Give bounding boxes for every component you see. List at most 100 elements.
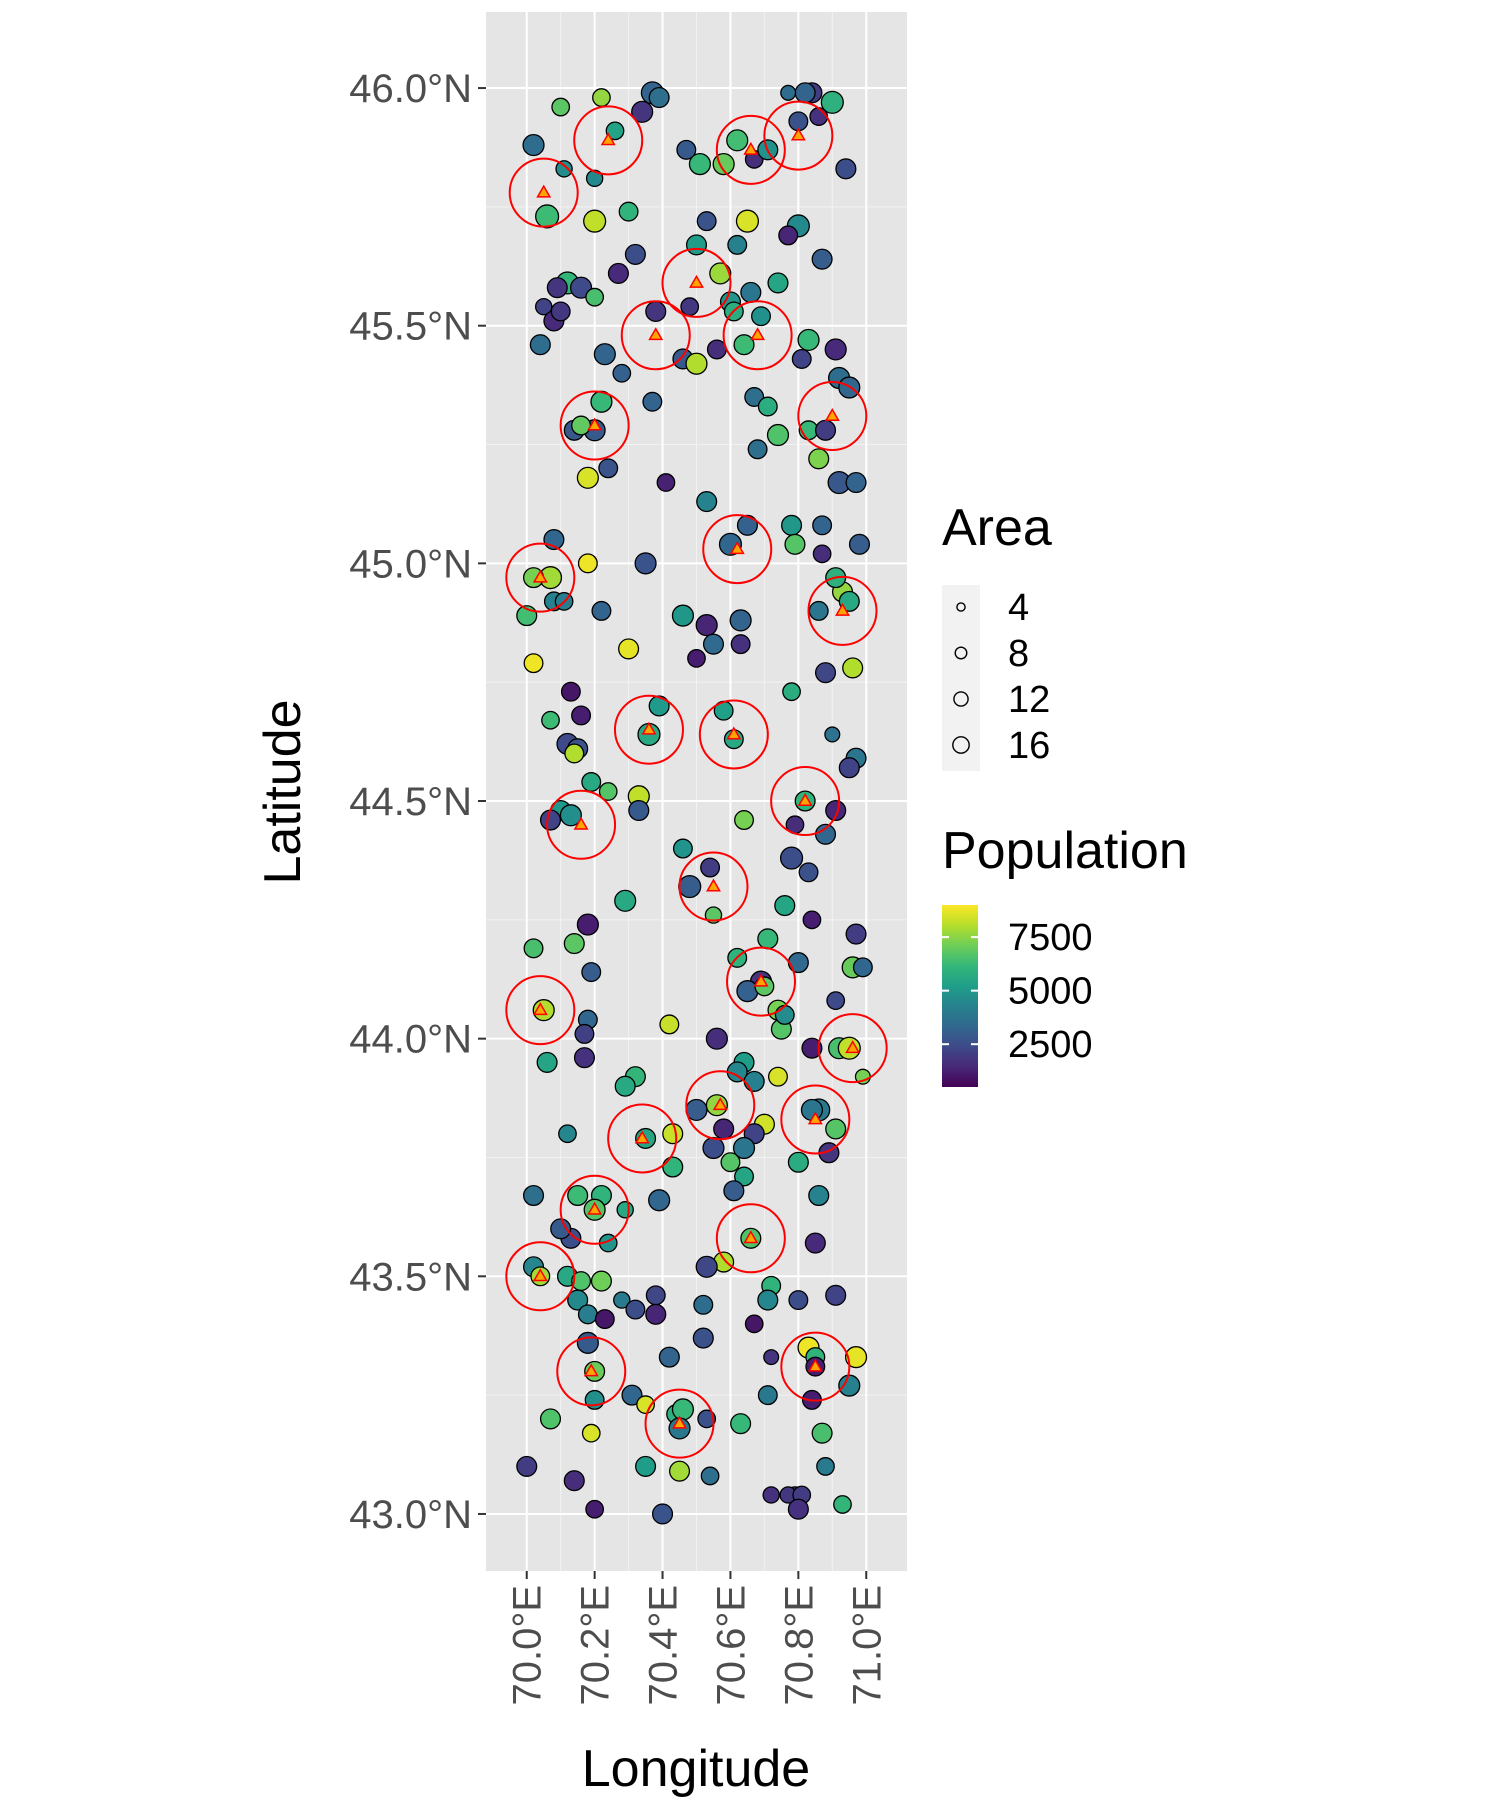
data-point <box>621 1384 643 1406</box>
highlight-ring <box>702 514 773 585</box>
data-point <box>782 682 801 702</box>
data-point <box>743 1070 765 1092</box>
highlight-ring <box>620 300 691 371</box>
highlight-triangle <box>648 327 664 341</box>
data-point <box>676 139 697 160</box>
data-point <box>800 1098 824 1122</box>
data-point <box>780 84 797 101</box>
data-point <box>685 352 708 375</box>
data-point <box>529 334 551 356</box>
data-point <box>838 1374 861 1397</box>
legend-color-title: Population <box>942 822 1188 880</box>
x-axis-title: Longitude <box>582 1740 810 1798</box>
highlight-layer <box>505 100 888 1459</box>
data-point <box>662 1123 684 1145</box>
data-point <box>825 1118 847 1140</box>
data-point <box>732 1136 756 1160</box>
data-point <box>809 107 829 126</box>
data-point <box>704 906 723 924</box>
data-point <box>693 1294 714 1315</box>
data-point <box>523 938 544 959</box>
data-point <box>541 710 560 730</box>
data-point <box>705 1027 728 1050</box>
data-point <box>797 328 820 352</box>
data-point <box>692 1327 714 1349</box>
data-point <box>845 472 867 494</box>
highlight-ring <box>546 789 617 860</box>
data-point <box>804 1232 826 1254</box>
data-point <box>581 1423 601 1443</box>
highlight-triangle <box>750 327 766 341</box>
y-tick-label: 45.0°N <box>349 542 472 586</box>
data-point <box>687 649 706 668</box>
highlight-triangle <box>726 726 742 740</box>
data-point <box>788 1290 809 1311</box>
data-point <box>605 121 625 141</box>
highlight-ring <box>715 1203 786 1274</box>
data-point <box>593 343 616 366</box>
legend-size-key-bg <box>942 585 980 771</box>
data-point <box>546 277 568 299</box>
colorbar <box>942 905 978 1087</box>
data-point <box>787 952 809 974</box>
data-point <box>585 1499 605 1519</box>
y-tick-label: 43.5°N <box>349 1255 472 1299</box>
highlight-ring <box>661 247 732 318</box>
data-point <box>736 980 759 1003</box>
data-point <box>825 799 847 822</box>
data-point <box>645 1303 667 1325</box>
data-point <box>567 1289 589 1311</box>
data-point <box>671 1398 695 1421</box>
axes-layer: 43.0°N 43.5°N 44.0°N 44.5°N 45.0°N 45.5°N 46.0… <box>349 67 889 1705</box>
data-point <box>688 153 711 176</box>
data-point <box>523 653 544 674</box>
data-point <box>730 634 751 655</box>
highlight-triangle <box>743 141 759 155</box>
data-point <box>618 201 639 222</box>
colorbar-label: 7500 <box>1008 917 1093 959</box>
highlight-triangle <box>807 1358 823 1372</box>
data-point <box>539 1408 562 1430</box>
data-point <box>567 1184 589 1207</box>
data-point <box>668 1460 691 1482</box>
data-point <box>651 1503 674 1525</box>
colorbar-label: 5000 <box>1008 971 1093 1013</box>
data-point <box>812 515 833 536</box>
data-point <box>645 1285 666 1306</box>
highlight-triangle <box>729 541 745 555</box>
data-point <box>700 1466 720 1486</box>
highlight-triangle <box>587 1201 603 1215</box>
data-point <box>845 923 867 945</box>
data-point <box>536 1051 558 1073</box>
data-point <box>826 991 846 1011</box>
y-tick-label: 44.0°N <box>349 1018 472 1062</box>
data-point <box>645 300 667 322</box>
highlight-ring <box>715 114 786 185</box>
data-point <box>757 1289 779 1311</box>
data-point <box>808 600 829 621</box>
size-legend-symbol <box>952 736 970 754</box>
size-legend-label: 8 <box>1008 633 1029 675</box>
data-point <box>766 423 790 447</box>
highlight-triangle <box>532 1268 548 1282</box>
highlight-ring <box>763 100 834 171</box>
x-tick-label: 70.8°E <box>777 1585 821 1706</box>
data-point <box>577 1304 598 1325</box>
data-point <box>757 1385 778 1406</box>
y-tick-label: 45.5°N <box>349 305 472 349</box>
data-point <box>558 1124 577 1144</box>
highlight-triangle <box>689 274 704 288</box>
data-point <box>576 1331 599 1354</box>
data-point <box>735 209 760 233</box>
data-point <box>618 638 640 660</box>
data-point <box>685 234 708 256</box>
data-point <box>697 1409 717 1429</box>
highlight-triangle <box>835 602 850 616</box>
data-point <box>727 234 748 255</box>
data-point <box>757 928 779 950</box>
data-point <box>614 1075 636 1097</box>
highlight-triangle <box>600 132 616 146</box>
data-point <box>768 1066 788 1087</box>
legend-size-title: Area <box>942 499 1052 557</box>
